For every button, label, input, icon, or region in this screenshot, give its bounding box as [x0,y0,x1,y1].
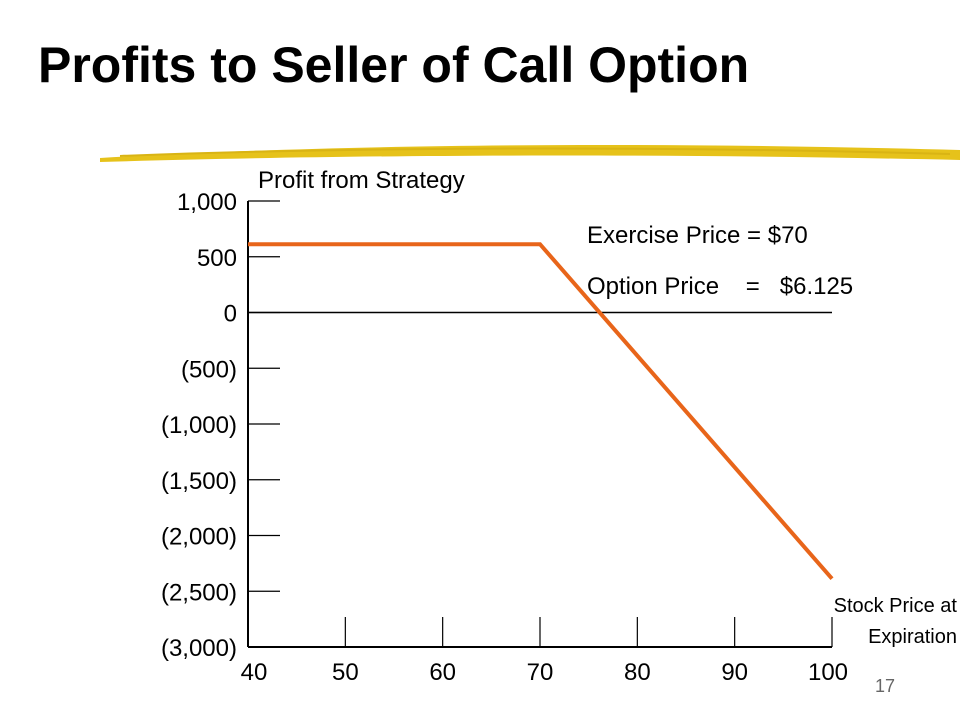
chart-axes [247,201,832,648]
y-tick-label: 1,000 [177,189,237,216]
x-axis-label: Stock Price at Expiration [834,595,958,648]
x-tick-label: 80 [624,659,651,686]
y-tick-label: (500) [181,356,237,383]
slide-title: Profits to Seller of Call Option [38,37,750,93]
x-axis-label-line-1: Stock Price at [834,595,958,617]
y-tick-label: (1,500) [161,468,237,495]
x-tick-label: 60 [429,659,456,686]
x-tick-label: 100 [808,659,848,686]
y-tick-label: 500 [197,245,237,272]
profit-line [248,242,834,581]
series-group [248,242,834,581]
option-price-annotation: Option Price = $6.125 [587,273,853,300]
y-tick-label: (2,000) [161,524,237,551]
x-tick-label: 40 [241,659,268,686]
y-axis-ticks: 1,000 500 0 (500) (1,000) (1,500) (2,000) (2,50… [161,189,280,662]
x-tick-label: 50 [332,659,359,686]
y-axis-label: Profit from Strategy [258,167,465,194]
x-tick-label: 90 [721,659,748,686]
y-tick-label: (2,500) [161,579,237,606]
y-tick-label: 0 [224,301,237,328]
y-tick-label: (1,000) [161,412,237,439]
y-tick-label: (3,000) [161,635,237,662]
x-axis-label-line-2: Expiration [868,626,957,648]
slide-number: 17 [875,676,896,696]
x-axis-ticks: 40 50 60 70 80 90 100 [241,617,848,686]
exercise-price-annotation: Exercise Price = $70 [587,222,808,249]
x-tick-label: 70 [527,659,554,686]
